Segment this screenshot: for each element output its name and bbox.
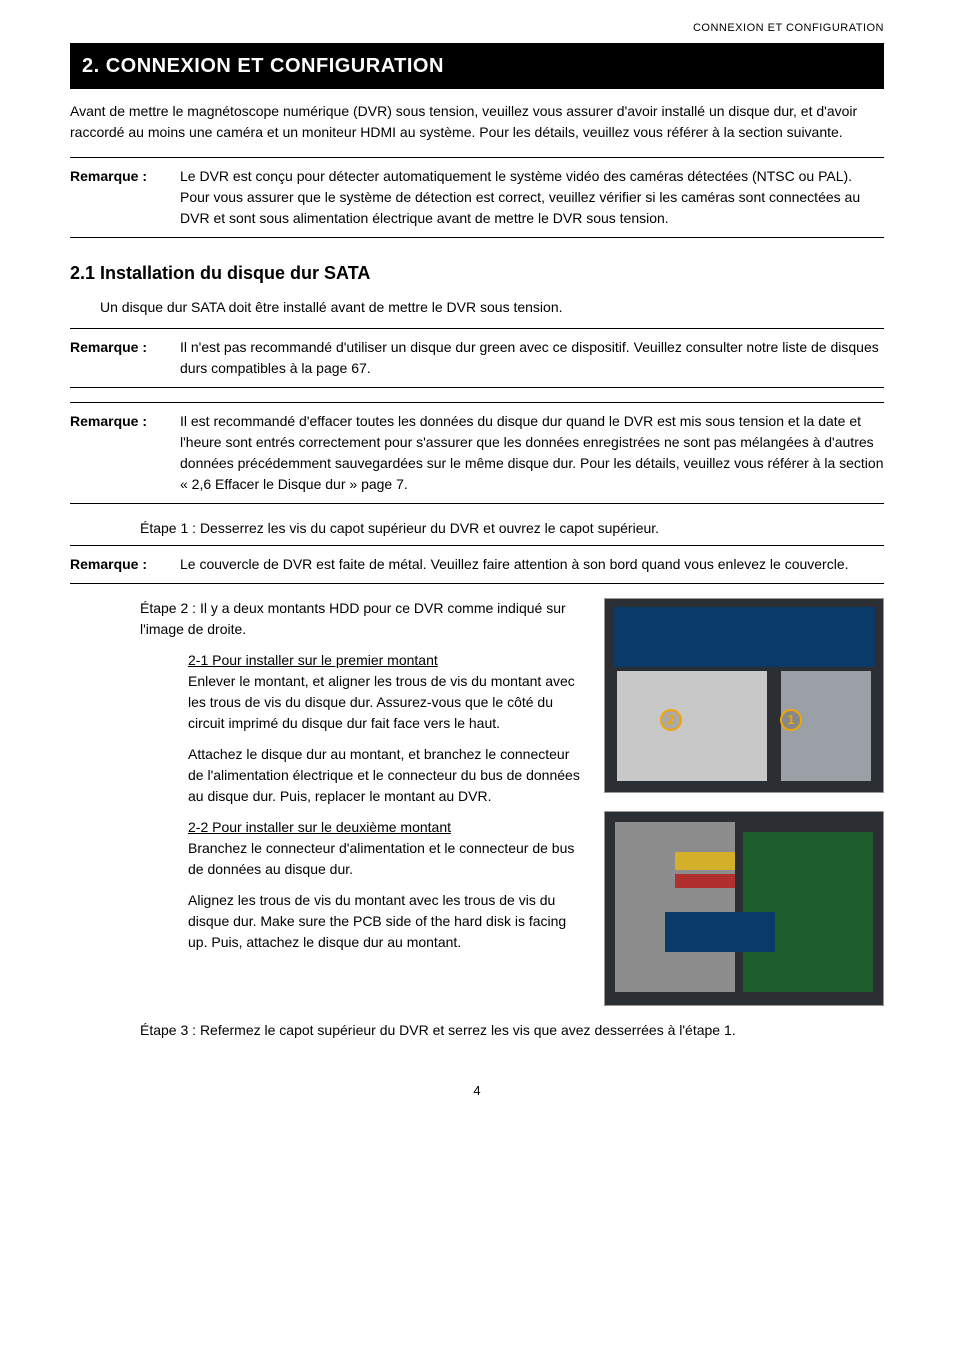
remark-body: Il n'est pas recommandé d'utiliser un di…	[180, 337, 884, 379]
step-2-1: 2-1 Pour installer sur le premier montan…	[188, 650, 586, 953]
step-2-label: Étape 2 :	[140, 600, 196, 616]
dvr-internal-photo-2	[604, 811, 884, 1006]
step-2-intro: Étape 2 : Il y a deux montants HDD pour …	[140, 598, 586, 640]
remark-block-3: Remarque : Il est recommandé d'effacer t…	[70, 402, 884, 504]
step-2-1-p1: Enlever le montant, et aligner les trous…	[188, 671, 586, 734]
page-number: 4	[70, 1081, 884, 1101]
section-title: 2. CONNEXION ET CONFIGURATION	[70, 43, 884, 89]
step-3: Étape 3 : Refermez le capot supérieur du…	[140, 1020, 884, 1041]
remark-body: Le couvercle de DVR est faite de métal. …	[180, 554, 884, 575]
remark-block-4: Remarque : Le couvercle de DVR est faite…	[70, 545, 884, 584]
intro-paragraph: Avant de mettre le magnétoscope numériqu…	[70, 101, 884, 143]
subsection-intro: Un disque dur SATA doit être installé av…	[100, 297, 884, 318]
cable-yellow	[675, 852, 735, 870]
step-1: Étape 1 : Desserrez les vis du capot sup…	[140, 518, 884, 539]
badge-1: 1	[780, 709, 802, 731]
remark-block-2: Remarque : Il n'est pas recommandé d'uti…	[70, 328, 884, 388]
running-header: CONNEXION ET CONFIGURATION	[70, 20, 884, 37]
step-2-images: 1 2	[604, 598, 884, 1006]
remark-label: Remarque :	[70, 411, 180, 495]
remark-body: Il est recommandé d'effacer toutes les d…	[180, 411, 884, 495]
remark-body: Le DVR est conçu pour détecter automatiq…	[180, 166, 884, 229]
subsection-title: 2.1 Installation du disque dur SATA	[70, 260, 884, 287]
remark-label: Remarque :	[70, 337, 180, 379]
remark-label: Remarque :	[70, 166, 180, 229]
cable-red	[675, 874, 735, 888]
step-2-1-title: 2-1 Pour installer sur le premier montan…	[188, 652, 438, 668]
step-2-1-p2: Attachez le disque dur au montant, et br…	[188, 744, 586, 807]
step-2-2-p2: Alignez les trous de vis du montant avec…	[188, 890, 586, 953]
step-2-2-p1: Branchez le connecteur d'alimentation et…	[188, 838, 586, 880]
step-1-text: Desserrez les vis du capot supérieur du …	[200, 520, 659, 536]
step-2-wrap: Étape 2 : Il y a deux montants HDD pour …	[70, 598, 884, 1006]
dvr-internal-photo-1: 1 2	[604, 598, 884, 793]
step-1-label: Étape 1 :	[140, 520, 196, 536]
step-2-left: Étape 2 : Il y a deux montants HDD pour …	[140, 598, 586, 1006]
step-2-intro-text: Il y a deux montants HDD pour ce DVR com…	[140, 600, 566, 637]
badge-2: 2	[660, 709, 682, 731]
remark-label: Remarque :	[70, 554, 180, 575]
step-3-label: Étape 3 :	[140, 1022, 196, 1038]
step-3-text: Refermez le capot supérieur du DVR et se…	[200, 1022, 736, 1038]
remark-block-1: Remarque : Le DVR est conçu pour détecte…	[70, 157, 884, 238]
step-2-2-title: 2-2 Pour installer sur le deuxième monta…	[188, 819, 451, 835]
